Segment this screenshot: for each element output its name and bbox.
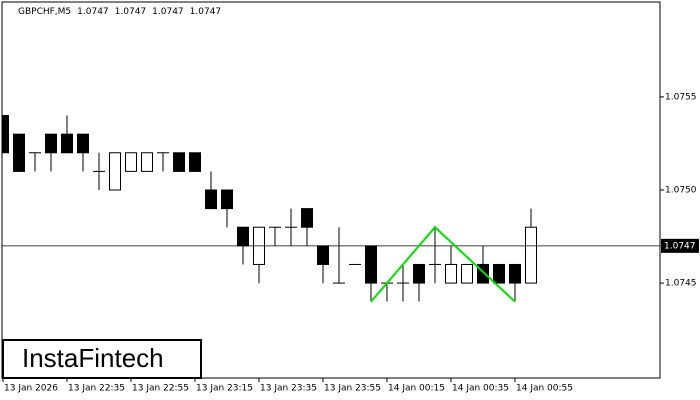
y-tick-label: 1.0750: [665, 186, 697, 196]
candle-body: [525, 226, 537, 284]
candle-body: [477, 263, 489, 284]
candle-body: [77, 133, 89, 154]
candle-body: [13, 133, 25, 172]
candle-body: [301, 208, 313, 228]
candle-body: [317, 245, 329, 265]
candle-body: [189, 152, 201, 172]
pattern-line: [370, 225, 516, 303]
candle-body: [125, 152, 137, 172]
candle-body: [205, 189, 217, 210]
x-tick-label: 13 Jan 2026: [4, 384, 58, 394]
x-tick-label: 13 Jan 22:55: [132, 384, 189, 394]
symbol: GBPCHF,M5: [18, 7, 71, 17]
quote: 1.0747: [115, 7, 147, 17]
watermark-box: [2, 339, 202, 379]
candle-body: [221, 189, 233, 210]
candle-body: [2, 115, 9, 154]
x-tick-label: 13 Jan 23:15: [196, 384, 253, 394]
candle-body: [413, 263, 425, 284]
candle-body: [493, 263, 505, 284]
plot-frame: [1, 1, 661, 379]
quote: 1.0747: [152, 7, 184, 17]
candle-body: [61, 133, 73, 154]
candle-body: [173, 152, 185, 172]
candle-body: [445, 263, 457, 284]
candle-body: [365, 245, 377, 284]
candles: [2, 115, 537, 302]
x-tick-label: 13 Jan 23:55: [324, 384, 381, 394]
x-tick-label: 14 Jan 00:55: [516, 384, 573, 394]
candle-body: [109, 152, 121, 191]
x-tick-label: 13 Jan 22:35: [68, 384, 125, 394]
candle-body: [509, 263, 521, 284]
candle-body: [237, 226, 249, 247]
x-tick-label: 14 Jan 00:15: [388, 384, 445, 394]
candle-body: [45, 133, 57, 154]
header: GBPCHF,M5 1.0747 1.0747 1.0747 1.0747: [18, 7, 221, 17]
x-tick-label: 13 Jan 23:35: [260, 384, 317, 394]
x-tick-label: 14 Jan 00:35: [452, 384, 509, 394]
watermark: InstaFintech: [22, 343, 164, 373]
quote: 1.0747: [190, 7, 222, 17]
y-tick-label: 1.0745: [665, 279, 697, 289]
quote: 1.0747: [77, 7, 109, 17]
current-price-box: [661, 238, 699, 253]
candle-body: [141, 152, 153, 172]
candle-body: [461, 263, 473, 284]
y-tick-label: 1.0755: [665, 92, 697, 102]
current-price-label: 1.0747: [664, 241, 696, 251]
